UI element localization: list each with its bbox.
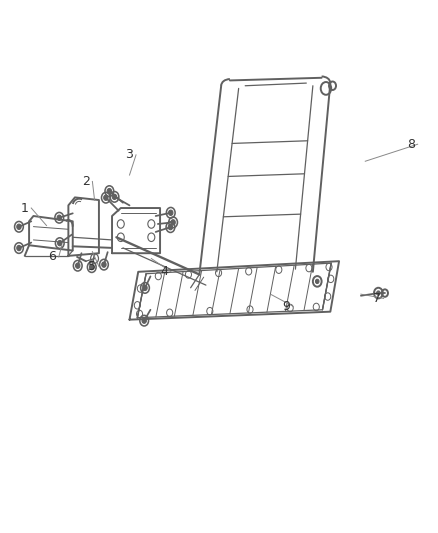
Text: 1: 1	[21, 201, 28, 214]
Circle shape	[143, 285, 147, 290]
Circle shape	[57, 240, 62, 246]
Text: 6: 6	[48, 251, 56, 263]
Text: 9: 9	[283, 300, 290, 313]
Circle shape	[104, 195, 108, 200]
Circle shape	[107, 189, 112, 194]
Circle shape	[171, 220, 175, 225]
Circle shape	[57, 215, 61, 221]
Text: 8: 8	[407, 138, 415, 151]
Circle shape	[377, 291, 380, 295]
Circle shape	[75, 263, 80, 268]
Text: 2: 2	[82, 175, 90, 188]
Circle shape	[17, 224, 21, 229]
Circle shape	[169, 210, 173, 215]
Text: 5: 5	[88, 260, 96, 273]
Text: 4: 4	[160, 265, 168, 278]
Circle shape	[142, 318, 146, 324]
Circle shape	[112, 194, 117, 199]
Text: 7: 7	[373, 292, 381, 305]
Circle shape	[102, 262, 106, 267]
Circle shape	[17, 245, 21, 251]
Circle shape	[168, 224, 173, 230]
Circle shape	[315, 279, 319, 284]
Circle shape	[89, 264, 94, 270]
Text: 3: 3	[126, 148, 134, 161]
